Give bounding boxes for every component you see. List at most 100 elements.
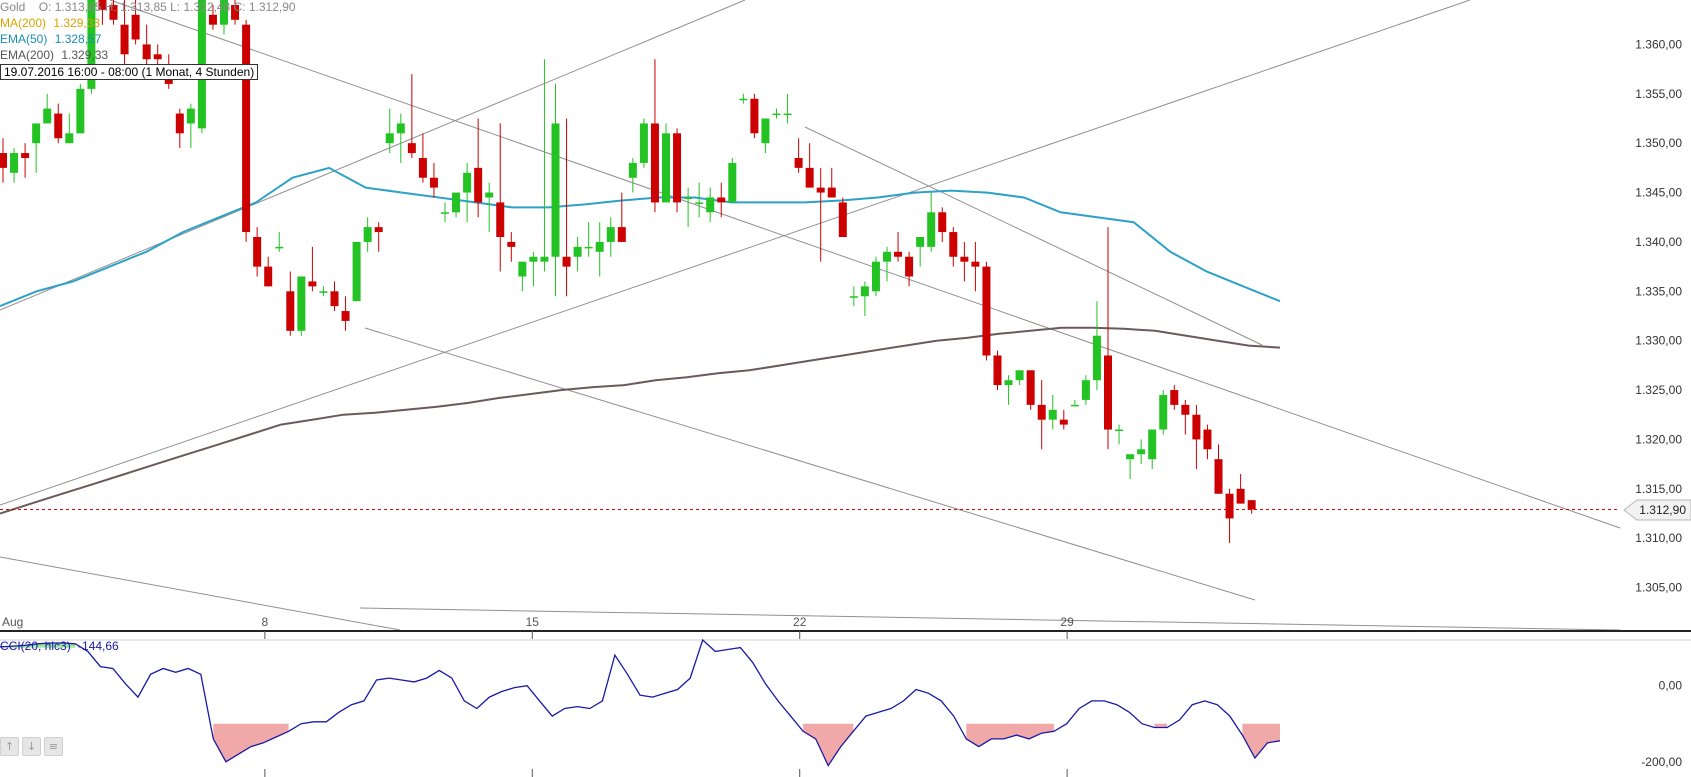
ema200-legend[interactable]: EMA(200) 1.329,33 <box>0 48 108 62</box>
candle <box>982 261 991 361</box>
candle-body <box>175 113 184 134</box>
candle-body <box>518 261 527 277</box>
price-axis-tick-label: 1.315,00 <box>1635 482 1682 496</box>
candle <box>1048 394 1057 430</box>
ema50-legend[interactable]: EMA(50) 1.328,57 <box>0 32 101 46</box>
candle <box>1104 227 1112 450</box>
candle-body <box>728 162 737 203</box>
ma200-legend[interactable]: MA(200) 1.329,33 <box>0 16 100 30</box>
candle-body <box>1092 335 1101 381</box>
candle-body <box>905 256 914 277</box>
candle-body <box>927 212 936 247</box>
candle <box>1159 390 1168 435</box>
candle-body <box>507 241 516 247</box>
candle-body <box>208 14 217 25</box>
candle-body <box>993 355 1002 386</box>
candle <box>684 187 693 228</box>
candle-body <box>1170 390 1179 405</box>
cci-pane <box>0 638 1691 767</box>
candle <box>1170 385 1179 410</box>
candle-body <box>452 192 461 213</box>
candle <box>849 286 858 307</box>
candle <box>352 241 361 302</box>
candle-body <box>1236 488 1245 504</box>
candle <box>606 217 615 257</box>
candle <box>1092 301 1101 391</box>
candle <box>960 241 969 282</box>
candle <box>905 251 914 287</box>
candle-body <box>883 251 891 262</box>
candle-body <box>153 54 162 60</box>
candle <box>21 143 30 178</box>
candle-body <box>706 197 715 213</box>
candle <box>783 93 792 124</box>
candle <box>1225 488 1234 544</box>
candle <box>231 0 240 25</box>
candle-body <box>1059 419 1068 425</box>
candle <box>1137 439 1146 465</box>
cci-axis-tick-label: 0,00 <box>1659 679 1683 693</box>
candle <box>0 138 7 183</box>
candle <box>1181 399 1190 435</box>
candle <box>617 192 626 242</box>
candle <box>65 113 74 144</box>
candle <box>628 157 637 193</box>
candle <box>507 232 516 262</box>
candle-body <box>827 187 836 198</box>
candle-body <box>562 256 571 267</box>
candle <box>275 232 284 252</box>
candle-body <box>264 266 273 287</box>
candle <box>341 296 350 331</box>
candle <box>120 0 129 65</box>
candle <box>10 148 19 183</box>
cci-oversold-fill <box>1154 723 1168 728</box>
candle-body <box>341 311 350 321</box>
candle-body <box>1070 404 1079 407</box>
candle <box>385 108 394 154</box>
candle-body <box>297 276 306 331</box>
menu-icon[interactable]: ≡ <box>44 737 63 756</box>
candle <box>573 236 582 272</box>
trendline <box>359 607 1621 631</box>
candle <box>916 236 925 267</box>
candle-body <box>363 227 372 242</box>
candle <box>418 133 427 183</box>
candle-body <box>32 123 41 144</box>
price-axis-tick-label: 1.345,00 <box>1635 186 1682 200</box>
candle <box>264 256 273 287</box>
move-up-icon[interactable]: ↑ <box>0 737 19 756</box>
candle-body <box>673 133 682 203</box>
candle <box>584 222 593 257</box>
ohlc-values: O: 1.313,85 H: 1.313,85 L: 1.312,48 C: 1… <box>38 0 296 14</box>
timestamp-tooltip: 19.07.2016 16:00 - 08:00 (1 Monat, 4 Stu… <box>0 64 259 80</box>
candle <box>76 83 85 134</box>
candle-body <box>551 123 560 257</box>
candle-body <box>717 197 726 203</box>
candle-body <box>750 98 759 134</box>
candle <box>894 232 903 262</box>
cci-legend[interactable]: CCI(20, hlc3) -144,66 <box>0 639 119 653</box>
candle-body <box>1015 370 1024 381</box>
price-axis-tick-label: 1.310,00 <box>1635 531 1682 545</box>
candle-body <box>650 123 659 203</box>
candle <box>1059 409 1068 430</box>
candle-body <box>1214 459 1223 494</box>
candle-body <box>617 227 626 242</box>
candle-body <box>98 0 107 10</box>
candle <box>639 118 648 168</box>
cci-overbought-fill <box>0 643 76 648</box>
candle-body <box>441 212 449 214</box>
price-axis-tick-label: 1.340,00 <box>1635 235 1682 249</box>
candle-body <box>761 118 770 144</box>
candle <box>927 192 936 252</box>
candle <box>407 74 416 158</box>
candle <box>518 261 527 292</box>
candle-body <box>662 133 670 203</box>
candle-body <box>739 98 748 101</box>
candle-body <box>10 153 19 173</box>
candle <box>452 192 461 218</box>
move-down-icon[interactable]: ↓ <box>22 737 41 756</box>
candle <box>529 251 538 287</box>
candle-body <box>860 286 869 297</box>
candle <box>131 0 140 45</box>
